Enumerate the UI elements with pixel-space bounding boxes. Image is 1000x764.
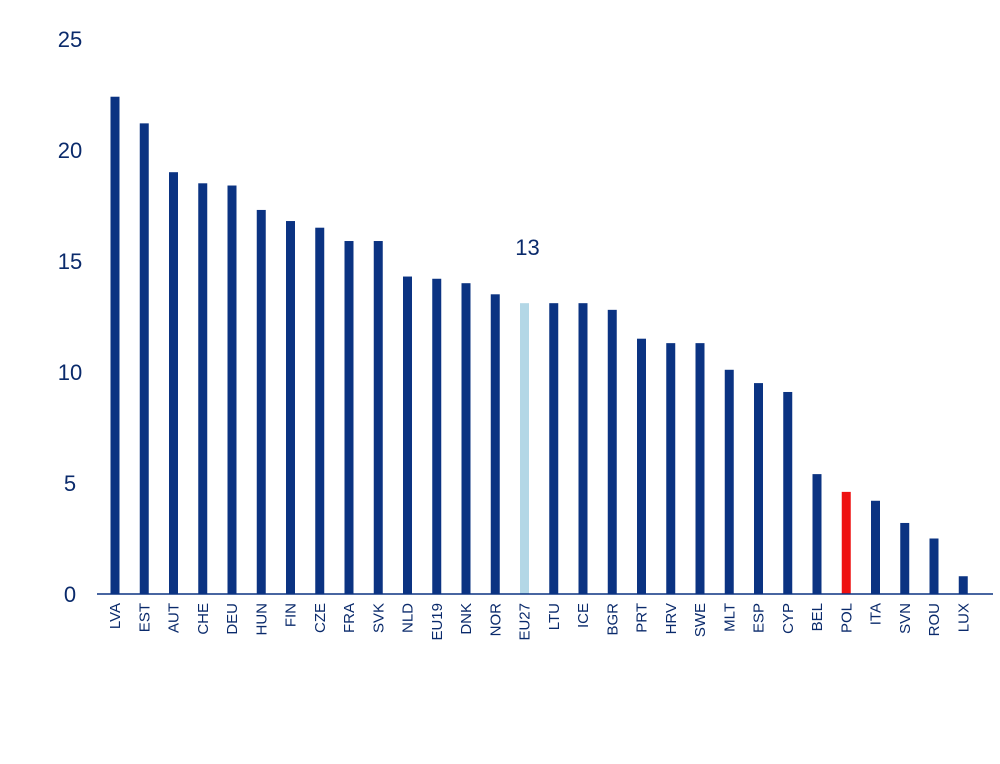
bar-prt (637, 338, 646, 594)
x-tick-label: MLT (721, 603, 738, 632)
bar-fin (286, 221, 295, 595)
x-tick-label: LTU (546, 603, 563, 630)
x-tick-label: FIN (283, 603, 300, 627)
bar-fra (344, 241, 354, 594)
x-tick-label: LVA (107, 603, 124, 629)
bar-eu19 (432, 278, 442, 594)
bar-esp (754, 383, 763, 594)
y-tick-label: 0 (64, 582, 76, 607)
bar-hrv (666, 343, 676, 594)
x-tick-label: HRV (663, 603, 680, 634)
x-tick-label: SWE (692, 603, 709, 637)
bar-lva (110, 96, 120, 594)
bar-che (198, 183, 208, 595)
x-tick-label: EU19 (429, 603, 446, 641)
bar-nld (403, 276, 412, 594)
bar-cze (315, 227, 325, 594)
x-tick-label: ROU (926, 603, 943, 636)
x-tick-label: SVK (370, 603, 387, 633)
bar-mlt (724, 369, 734, 594)
bar-ita (871, 500, 880, 594)
x-tick-label: POL (838, 603, 855, 633)
x-tick-label: CYP (780, 603, 797, 634)
y-tick-label: 5 (64, 471, 76, 496)
bar-est (139, 123, 149, 595)
bar-rou (929, 538, 939, 594)
x-tick-label: NOR (487, 603, 504, 637)
y-tick-label: 15 (58, 249, 82, 274)
bar-deu (227, 185, 237, 594)
x-tick-label: CZE (312, 603, 329, 633)
bar-svk (373, 241, 383, 594)
y-tick-label: 25 (58, 27, 82, 52)
bar-ltu (549, 303, 559, 594)
bars (110, 96, 968, 595)
bar-swe (695, 343, 705, 594)
x-tick-label: BGR (604, 603, 621, 636)
x-tick-label: ITA (868, 603, 885, 625)
x-tick-label: CHE (195, 603, 212, 635)
x-tick-label: NLD (400, 603, 417, 633)
bar-hun (256, 209, 266, 594)
x-tick-label: EU27 (517, 603, 534, 641)
x-tick-label: DNK (458, 603, 475, 635)
bar-ice (578, 303, 588, 594)
x-axis-ticks: LVA EST AUT CHE DEU HUN FIN CZE FRA SVK NLD EU19 DNK… (107, 603, 972, 641)
x-tick-label: FRA (341, 603, 358, 633)
x-tick-label: PRT (634, 603, 651, 633)
y-axis-ticks: 0 5 10 15 20 25 (58, 27, 82, 607)
x-tick-label: HUN (253, 603, 270, 636)
x-tick-label: AUT (166, 603, 183, 633)
data-label: 13 (515, 235, 539, 260)
x-tick-label: DEU (224, 603, 241, 635)
x-tick-label: SVN (897, 603, 914, 634)
annotations: 13 (515, 235, 539, 260)
bar-svn (900, 522, 910, 594)
y-tick-label: 10 (58, 360, 82, 385)
bar-bel (812, 474, 822, 594)
x-tick-label: LUX (955, 603, 972, 632)
bar-cyp (783, 391, 793, 594)
bar-eu27 (520, 303, 529, 594)
bar-nor (490, 294, 500, 594)
x-tick-label: EST (136, 603, 153, 632)
x-tick-label: BEL (809, 603, 826, 631)
bar-aut (169, 172, 178, 594)
bar-pol (841, 491, 851, 594)
x-tick-label: ESP (751, 603, 768, 633)
y-tick-label: 20 (58, 138, 82, 163)
bar-bgr (607, 309, 617, 594)
bar-lux (958, 576, 968, 594)
bar-dnk (461, 283, 471, 594)
x-tick-label: ICE (575, 603, 592, 628)
